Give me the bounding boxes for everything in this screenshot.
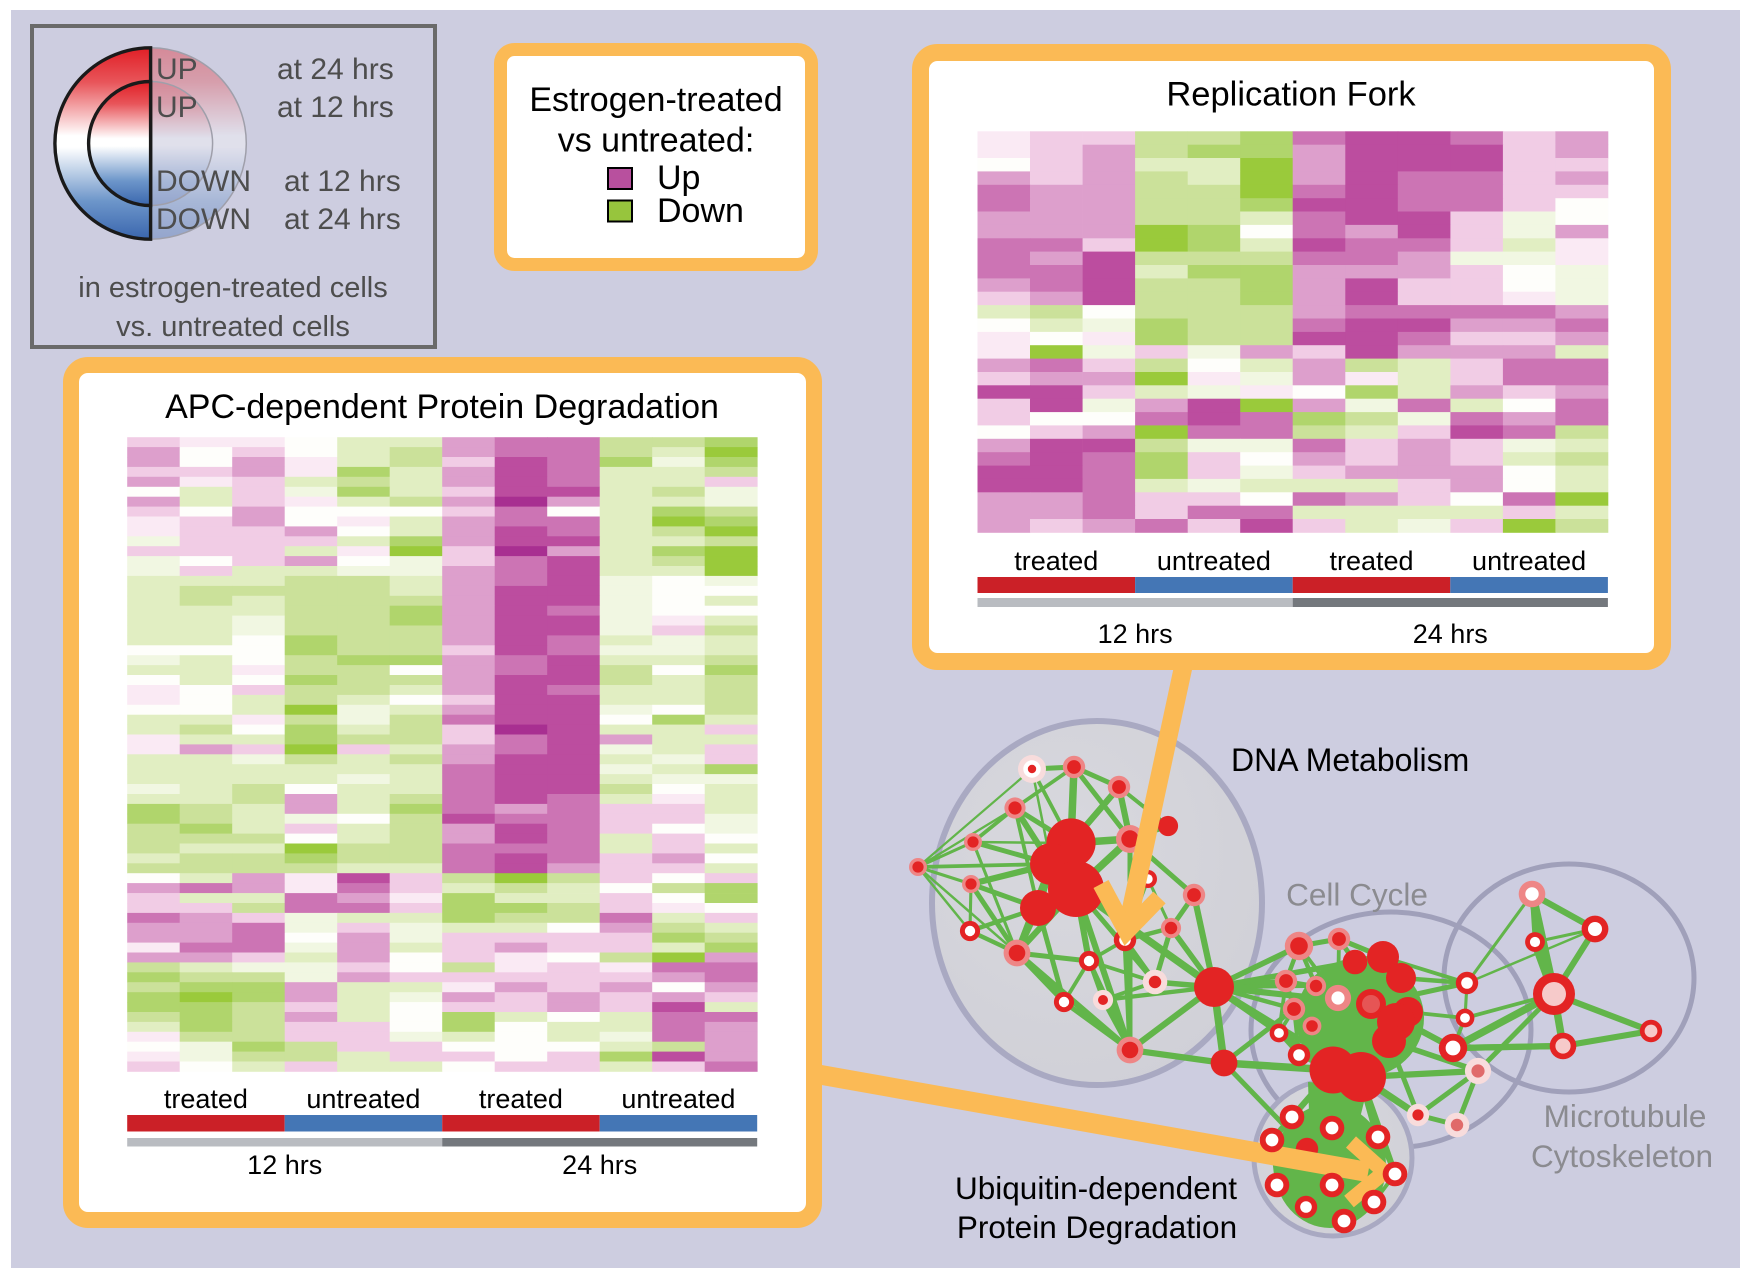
- svg-text:in estrogen-treated cells: in estrogen-treated cells: [78, 272, 388, 304]
- svg-text:DOWN: DOWN: [156, 165, 251, 198]
- svg-text:Protein Degradation: Protein Degradation: [957, 1209, 1237, 1245]
- svg-text:24 hrs: 24 hrs: [1413, 619, 1488, 649]
- svg-text:DNA Metabolism: DNA Metabolism: [1231, 742, 1469, 778]
- svg-text:Replication Fork: Replication Fork: [1166, 76, 1416, 114]
- svg-text:Ubiquitin-dependent: Ubiquitin-dependent: [955, 1170, 1237, 1206]
- svg-text:treated: treated: [1014, 546, 1098, 576]
- svg-text:UP: UP: [156, 53, 198, 86]
- svg-text:untreated: untreated: [1472, 546, 1586, 576]
- svg-text:Cell Cycle: Cell Cycle: [1286, 877, 1428, 913]
- svg-text:12 hrs: 12 hrs: [247, 1150, 322, 1180]
- svg-text:vs untreated:: vs untreated:: [558, 122, 755, 160]
- svg-text:Estrogen-treated: Estrogen-treated: [529, 81, 782, 119]
- svg-text:Down: Down: [657, 192, 744, 230]
- svg-text:at 12 hrs: at 12 hrs: [277, 91, 394, 124]
- svg-text:UP: UP: [156, 91, 198, 124]
- svg-text:12 hrs: 12 hrs: [1098, 619, 1173, 649]
- svg-text:treated: treated: [164, 1084, 248, 1114]
- svg-text:Microtubule: Microtubule: [1544, 1098, 1707, 1134]
- svg-text:treated: treated: [479, 1084, 563, 1114]
- svg-text:vs. untreated cells: vs. untreated cells: [116, 311, 350, 343]
- svg-text:at 24 hrs: at 24 hrs: [277, 53, 394, 86]
- svg-text:24 hrs: 24 hrs: [562, 1150, 637, 1180]
- svg-text:untreated: untreated: [1157, 546, 1271, 576]
- svg-text:at 24 hrs: at 24 hrs: [284, 203, 401, 236]
- svg-text:at 12 hrs: at 12 hrs: [284, 165, 401, 198]
- svg-text:untreated: untreated: [306, 1084, 420, 1114]
- svg-text:Up: Up: [657, 159, 700, 197]
- svg-text:DOWN: DOWN: [156, 203, 251, 236]
- svg-text:APC-dependent Protein Degradat: APC-dependent Protein Degradation: [165, 388, 719, 426]
- svg-text:untreated: untreated: [621, 1084, 735, 1114]
- svg-text:Cytoskeleton: Cytoskeleton: [1531, 1138, 1713, 1174]
- svg-text:treated: treated: [1329, 546, 1413, 576]
